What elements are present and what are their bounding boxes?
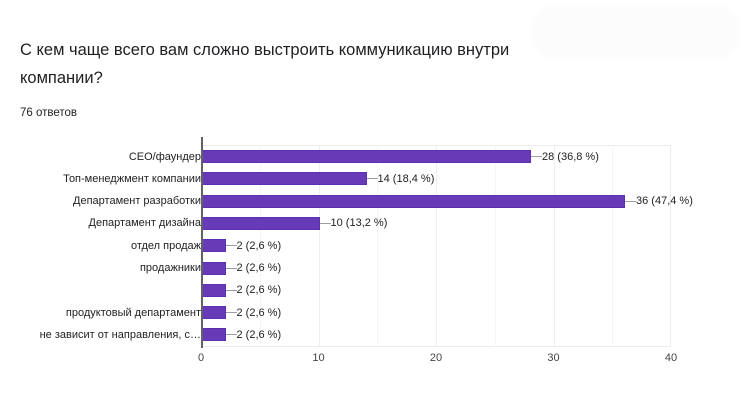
- value-label: 2 (2,6 %): [236, 284, 282, 297]
- gridline: [436, 145, 437, 347]
- bar[interactable]: [202, 306, 226, 320]
- bar[interactable]: [202, 239, 226, 253]
- value-label: 14 (18,4 %): [377, 172, 435, 185]
- leader-line: [625, 200, 636, 202]
- leader-line: [225, 267, 237, 269]
- category-label: Департамент дизайна: [88, 217, 201, 230]
- leader-line: [225, 312, 237, 314]
- x-tick-label: 10: [312, 352, 325, 364]
- x-tick-label: 40: [664, 352, 678, 364]
- gridline: [318, 145, 320, 347]
- bar[interactable]: [202, 216, 320, 230]
- bar[interactable]: [202, 283, 226, 297]
- bar[interactable]: [202, 172, 367, 186]
- response-count: 76 ответов: [20, 107, 78, 119]
- value-label: 2 (2,6 %): [236, 239, 282, 252]
- bar[interactable]: [202, 328, 226, 342]
- question-title: С кем чаще всего вам сложно выстроить ко…: [20, 41, 510, 87]
- x-tick-label: 0: [197, 352, 205, 364]
- bar[interactable]: [202, 261, 226, 275]
- category-label: Департамент разработки: [73, 195, 201, 208]
- x-tick-label: 30: [547, 352, 560, 364]
- value-label: 2 (2,6 %): [236, 306, 282, 319]
- y-axis-line: [201, 137, 203, 348]
- leader-line: [366, 178, 378, 180]
- gridline: [612, 145, 614, 347]
- value-label: 28 (36,8 %): [542, 150, 599, 163]
- leader-line: [225, 289, 237, 291]
- category-label: CEO/фаундер: [128, 150, 201, 163]
- value-label: 10 (13,2 %): [330, 217, 388, 230]
- category-label: отдел продаж: [130, 239, 201, 252]
- value-label: 2 (2,6 %): [236, 262, 282, 274]
- x-tick-label: 20: [429, 352, 443, 364]
- value-label: 2 (2,6 %): [236, 328, 282, 341]
- bar[interactable]: [202, 194, 625, 208]
- gridline: [553, 145, 555, 347]
- category-label: продуктовый департамент: [65, 306, 201, 319]
- category-label: продажники: [139, 262, 201, 274]
- category-label: Топ-менеджмент компании: [63, 172, 201, 185]
- gridline: [494, 145, 496, 347]
- leader-line: [225, 334, 237, 336]
- gridline: [377, 145, 379, 347]
- category-label: не зависит от направления, с…: [39, 328, 201, 341]
- gridline: [259, 145, 261, 347]
- bar[interactable]: [202, 150, 531, 163]
- leader-line: [319, 222, 331, 224]
- value-label: 36 (47,4 %): [636, 195, 693, 208]
- copy-chart-button-blurred: [530, 5, 740, 59]
- leader-line: [225, 245, 237, 247]
- leader-line: [531, 156, 542, 157]
